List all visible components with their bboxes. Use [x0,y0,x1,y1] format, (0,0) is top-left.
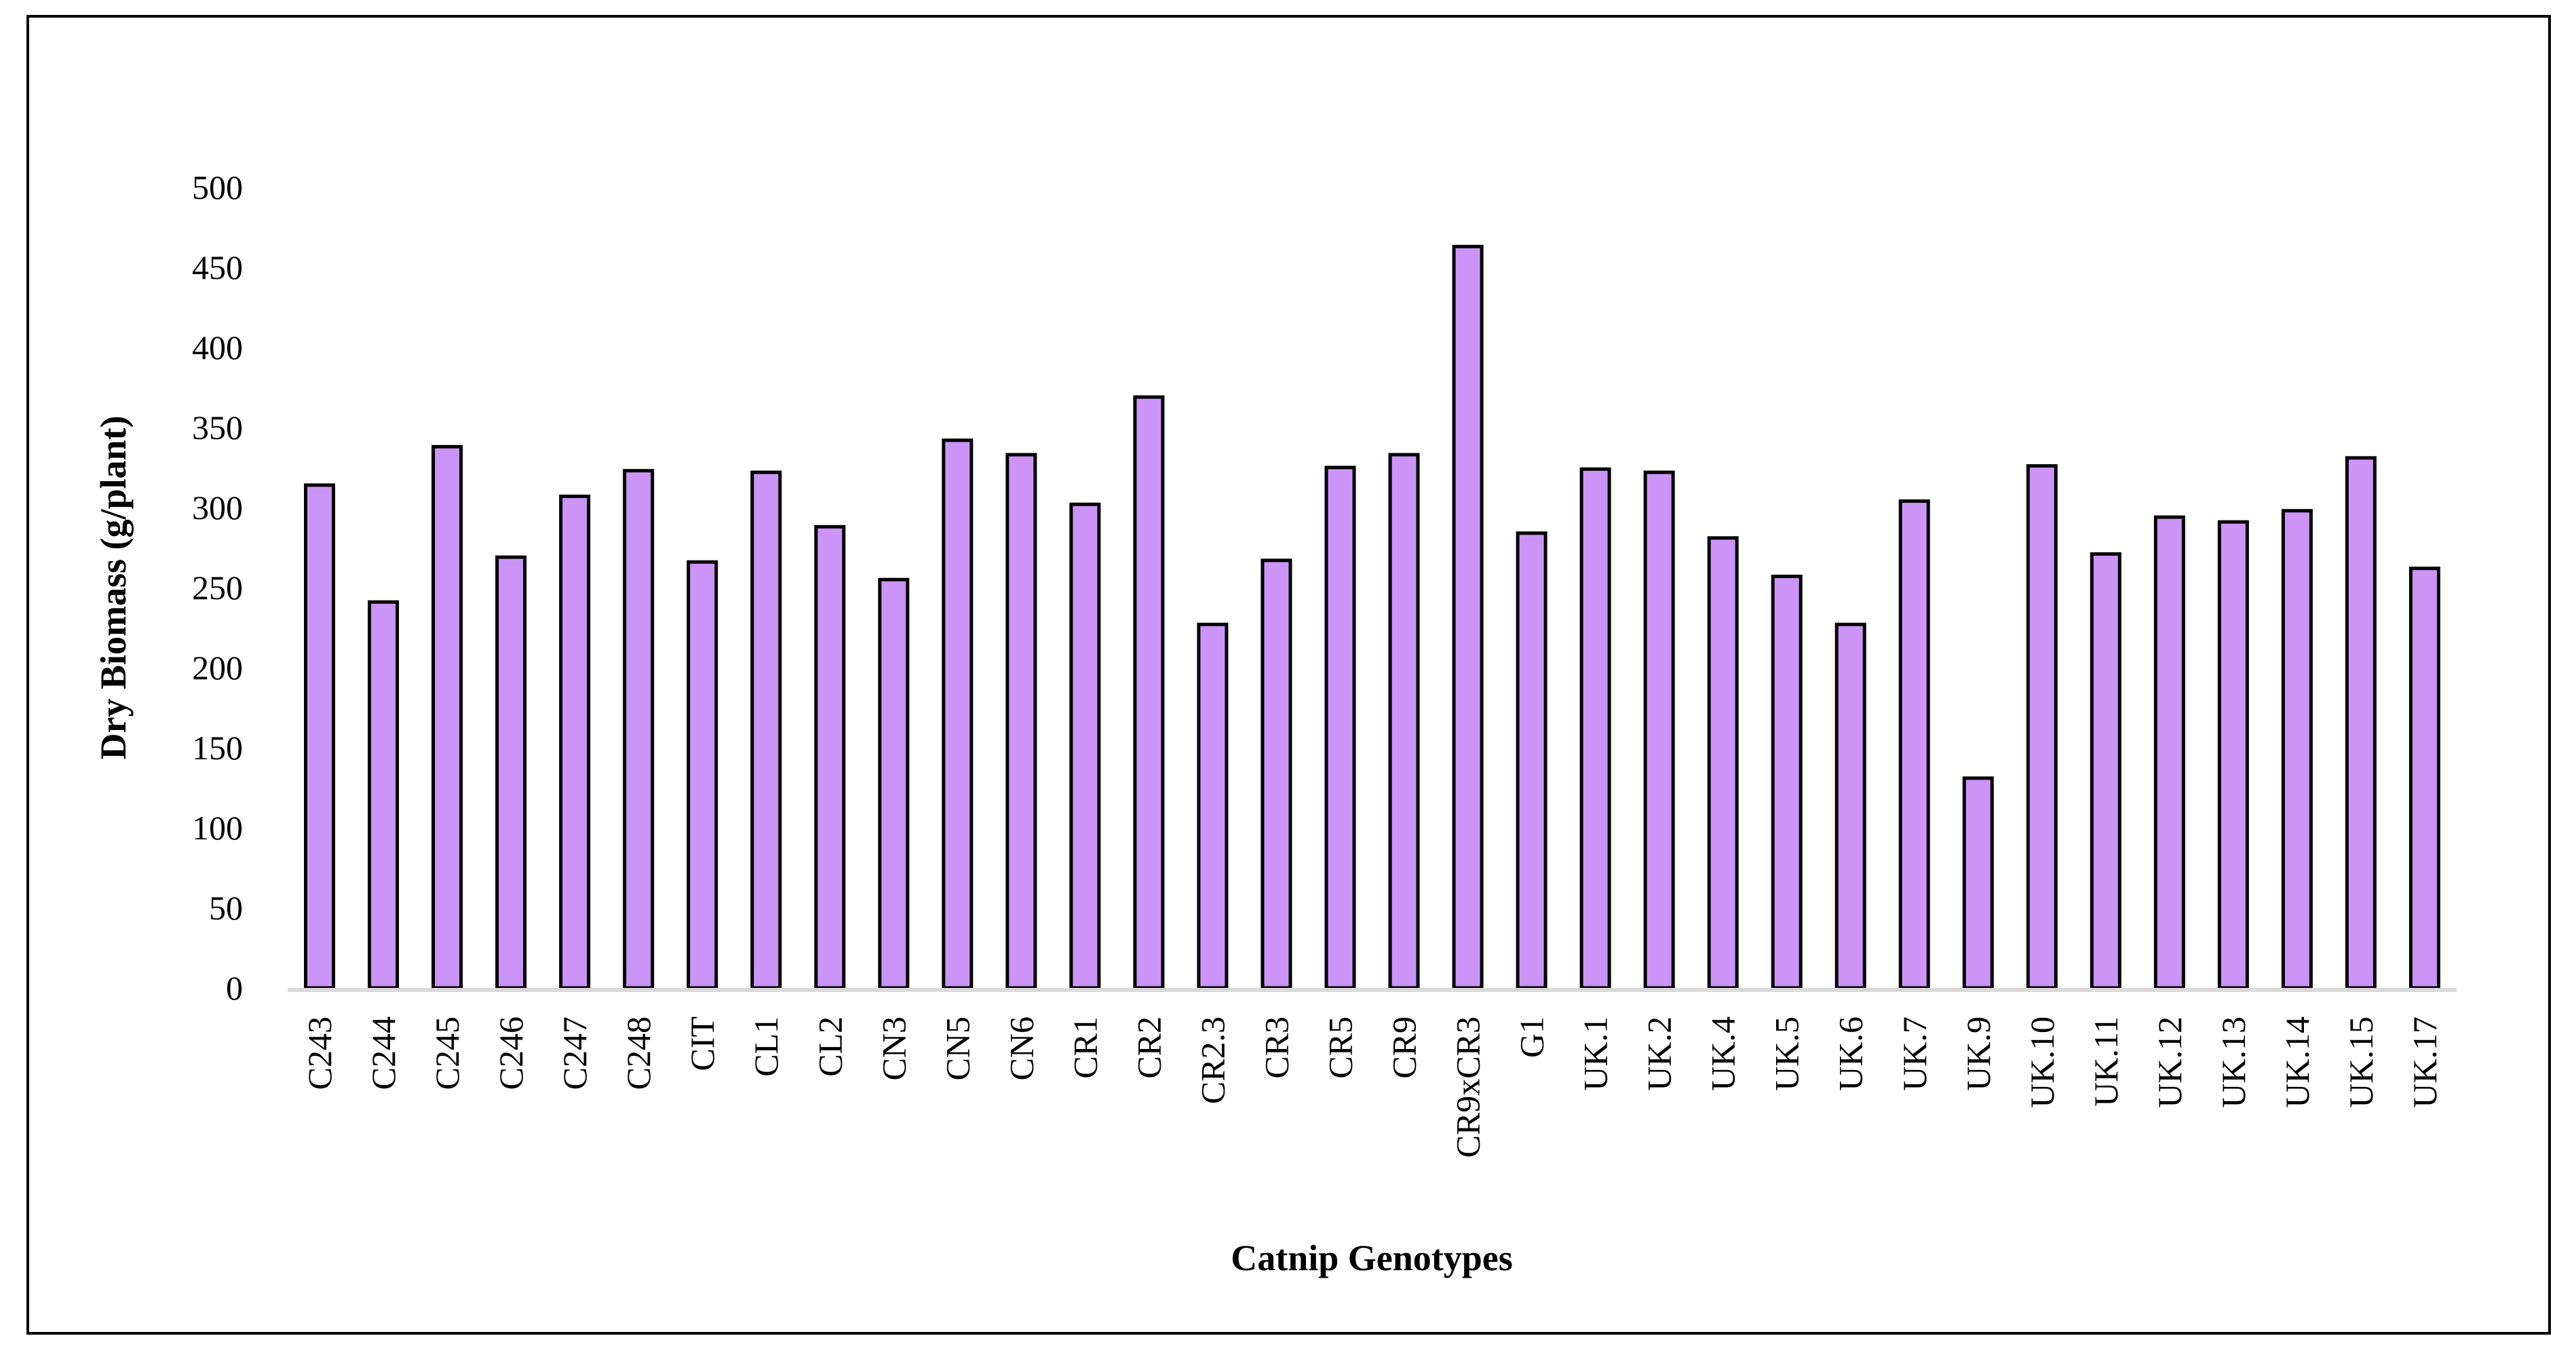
y-tick-label: 0 [226,969,243,1007]
x-tick-label: UK.15 [2342,1016,2380,1108]
bar-UK.13 [2217,520,2249,990]
bar-G1 [1516,531,1547,990]
x-tick-label: UK.14 [2278,1016,2316,1108]
bars [304,244,2440,990]
x-tick-label: CL2 [811,1016,849,1077]
bar-C247 [559,494,591,990]
bar-UK.5 [1771,574,1803,990]
y-tick-label: 250 [192,569,243,607]
x-tick-label: G1 [1513,1016,1551,1058]
bar-UK.17 [2408,567,2440,990]
bar-UK.7 [1898,499,1930,990]
bar-C243 [304,483,336,990]
bar-C246 [495,555,527,990]
x-tick-label: CIT [683,1016,721,1071]
y-tick-labels: 0 50 100 150 200 250 300 350 400 450 500 [192,168,243,1007]
bar-UK.6 [1834,622,1866,990]
bar-UK.4 [1707,536,1739,990]
bar-UK.10 [2026,464,2058,990]
x-tick-label: C244 [364,1016,402,1090]
x-tick-label: CN5 [938,1016,976,1080]
bar-C245 [431,444,463,990]
x-tick-label: UK.11 [2087,1016,2125,1107]
bar-UK.9 [1962,776,1994,990]
x-tick-label: C245 [428,1016,466,1090]
bar-CN6 [1005,453,1037,990]
x-tick-label: UK.9 [1959,1016,1997,1091]
bar-CR1 [1069,502,1101,990]
x-tick-label: UK.5 [1768,1016,1806,1091]
bar-CN5 [942,438,974,990]
x-tick-label: CR2 [1130,1016,1168,1079]
bar-CR9xCR3 [1452,244,1484,990]
bar-C248 [623,469,655,990]
bar-CL2 [814,524,846,990]
y-tick-label: 400 [192,328,243,366]
y-tick-label: 200 [192,649,243,687]
x-tick-label: UK.12 [2151,1016,2189,1108]
x-tick-label: CL1 [747,1016,785,1077]
x-tick-label: UK.13 [2214,1016,2252,1108]
bar-UK.2 [1643,470,1675,990]
bar-CR9 [1388,453,1420,990]
bar-UK.11 [2090,552,2121,990]
x-tick-label: C246 [492,1016,530,1090]
x-tick-label: CR2.3 [1193,1016,1231,1104]
x-tick-label: UK.6 [1832,1016,1870,1091]
x-tick-label: UK.7 [1896,1016,1934,1091]
y-tick-label: 350 [192,408,243,446]
x-tick-label: CN3 [874,1016,912,1080]
y-tick-label: 450 [192,248,243,286]
x-tick-label: CR9 [1385,1016,1423,1079]
y-tick-label: 300 [192,489,243,527]
x-tick-label: UK.2 [1640,1016,1678,1091]
bar-CR5 [1324,465,1356,990]
x-tick-label: C247 [556,1016,594,1090]
x-tick-label: UK.10 [2023,1016,2061,1108]
x-tick-label: UK.17 [2406,1016,2444,1108]
x-tick-label: CR5 [1321,1016,1359,1079]
bar-CR2 [1133,395,1165,990]
y-tick-label: 500 [192,168,243,206]
x-tick-label: UK.1 [1577,1016,1615,1091]
bar-CIT [687,560,718,990]
x-tick-label: CR9xCR3 [1449,1016,1487,1158]
x-tick-label: UK.4 [1704,1016,1742,1091]
bar-UK.14 [2281,509,2313,990]
bar-CL1 [750,470,782,990]
x-tick-label: C248 [619,1016,657,1090]
x-tick-label: CN6 [1002,1016,1040,1080]
x-axis-title: Catnip Genotypes [1231,1238,1513,1278]
y-tick-label: 100 [192,809,243,847]
x-category-labels: C243 C244 C245 C246 C247 C248 CIT CL1 CL2 CN3 CN5 C… [301,1016,2444,1158]
y-tick-label: 50 [209,889,243,927]
y-axis-title: Dry Biomass (g/plant) [93,415,134,759]
bar-C244 [368,600,400,990]
bar-CR2.3 [1197,622,1229,990]
y-tick-label: 150 [192,729,243,767]
bar-CR3 [1261,558,1292,990]
x-tick-label: C243 [301,1016,339,1090]
bar-UK.12 [2153,515,2185,990]
bar-CN3 [878,577,910,990]
x-tick-label: CR1 [1066,1016,1104,1079]
bar-UK.1 [1579,467,1611,990]
bar-UK.15 [2345,456,2377,990]
x-tick-label: CR3 [1257,1016,1295,1079]
